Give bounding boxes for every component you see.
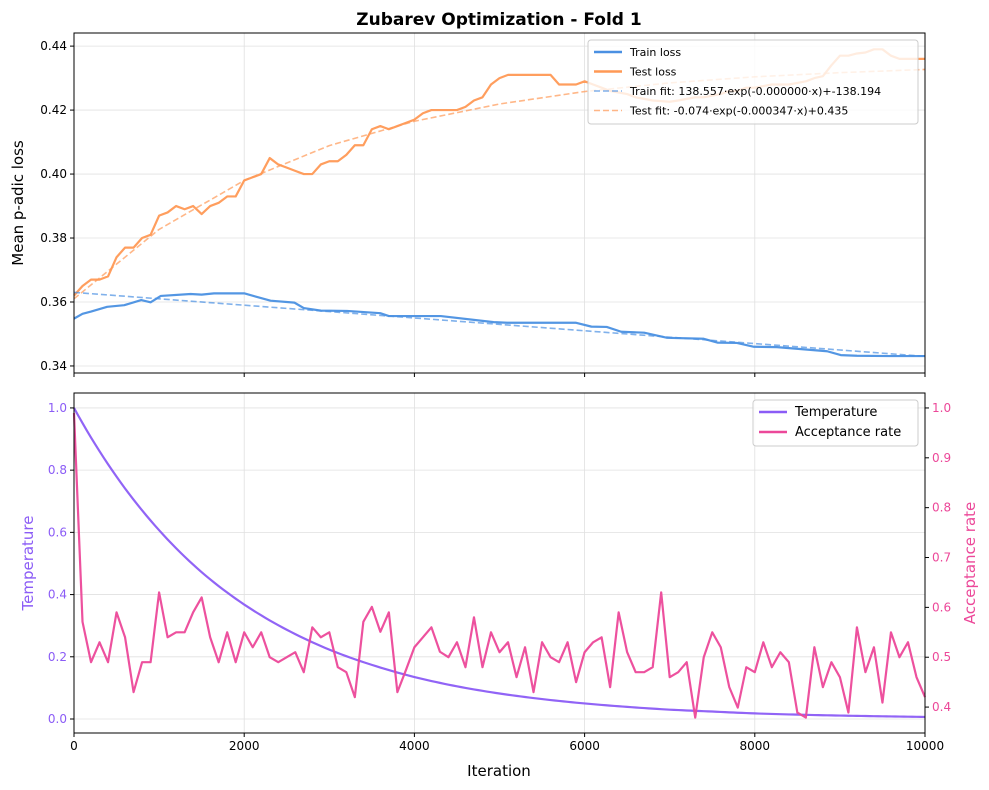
axes-frame xyxy=(73,392,926,734)
legend-box xyxy=(752,399,919,447)
right-y-tick-label: 0.5 xyxy=(932,650,951,664)
right-y-tick-label: 0.8 xyxy=(932,501,951,515)
y-tick-label: 0.34 xyxy=(40,359,67,373)
temperature-acceptance-panel: 0 2000 4000 6000 8000 10000 0.0 0.2 0.4 0.6 0.8 1.0… xyxy=(48,392,951,753)
legend-label: Train fit: 138.557·exp(-0.000000·x)+-138… xyxy=(629,85,881,98)
y-tick-label: 0.40 xyxy=(40,167,67,181)
legend-label: Temperature xyxy=(794,405,877,420)
right-y-tick-label: 0.6 xyxy=(932,600,951,614)
series-line-train-loss xyxy=(73,292,925,358)
y-tick-label: 0.36 xyxy=(40,295,67,309)
legend-label: Test fit: -0.074·exp(-0.000347·x)+0.435 xyxy=(629,105,848,118)
x-axis-label: Iteration xyxy=(467,762,531,780)
chart-title: Zubarev Optimization - Fold 1 xyxy=(356,10,641,30)
legend-label: Acceptance rate xyxy=(795,425,901,440)
right-y-axis-label: Acceptance rate xyxy=(961,502,979,625)
y-tick-label: 0.4 xyxy=(48,588,67,602)
x-tick-label: 10000 xyxy=(906,739,944,753)
y-tick-label: 0.6 xyxy=(48,525,67,539)
x-tick-label: 4000 xyxy=(399,739,430,753)
legend-label: Test loss xyxy=(629,66,677,79)
right-y-tick-label: 0.7 xyxy=(932,551,951,565)
y-tick-label: 0.8 xyxy=(48,463,67,477)
y-tick-label: 0.42 xyxy=(40,103,67,117)
loss-panel: 0.34 0.36 0.38 0.40 0.42 0.44 Train loss Test l… xyxy=(40,32,926,377)
right-y-tick-label: 1.0 xyxy=(932,401,951,415)
x-tick-label: 6000 xyxy=(569,739,600,753)
axes-frame xyxy=(73,32,926,374)
x-tick-label: 2000 xyxy=(229,739,260,753)
legend-label: Train loss xyxy=(629,46,681,59)
legend-box xyxy=(587,39,919,125)
legend: Temperature Acceptance rate xyxy=(752,399,919,447)
right-y-tick-label: 0.4 xyxy=(932,700,951,714)
series-line-temperature xyxy=(73,407,926,719)
legend: Train loss Test loss Train fit: 138.557·ex… xyxy=(587,39,919,125)
y-tick-label: 0.2 xyxy=(48,650,67,664)
x-tick-label: 8000 xyxy=(740,739,771,753)
bottom-y-axis-label: Temperature xyxy=(19,515,37,611)
y-tick-label: 0.38 xyxy=(40,231,67,245)
series-line-acceptance-rate xyxy=(72,412,927,719)
series-line-train-fit xyxy=(73,291,926,358)
y-tick-label: 1.0 xyxy=(48,401,67,415)
x-tick-label: 0 xyxy=(70,739,78,753)
y-tick-label: 0.44 xyxy=(40,39,67,53)
right-y-tick-label: 0.9 xyxy=(932,451,951,465)
y-tick-label: 0.0 xyxy=(48,712,67,726)
top-y-axis-label: Mean p-adic loss xyxy=(9,140,27,266)
